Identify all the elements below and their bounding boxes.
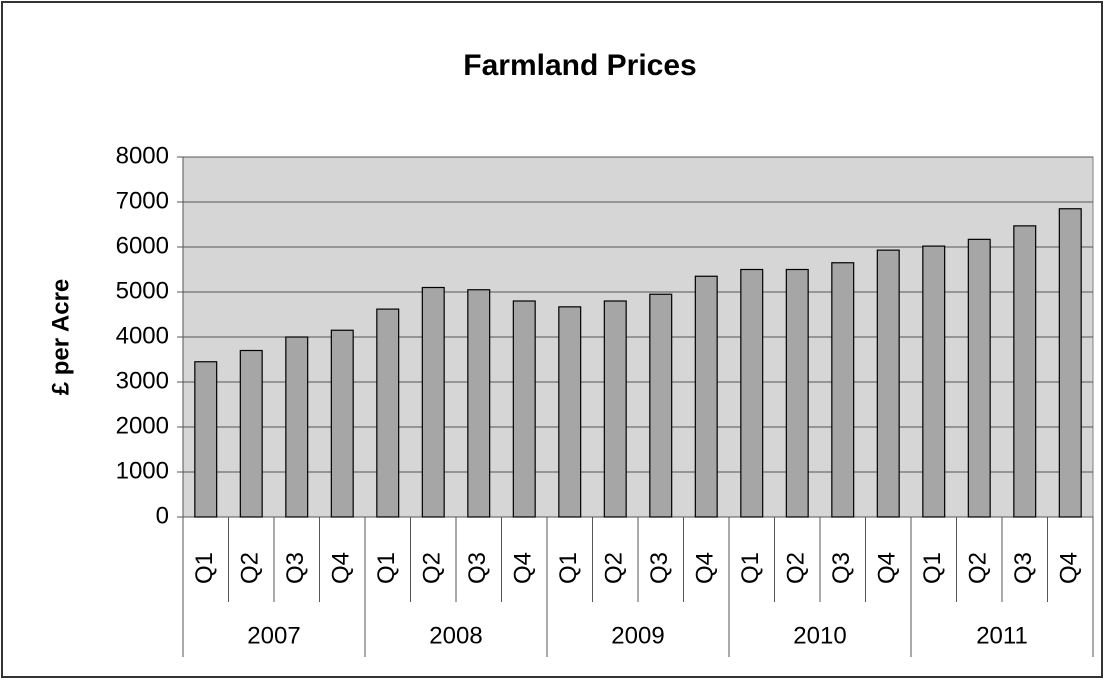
x-tick-label: Q3 [1010, 552, 1037, 584]
x-tick-label: Q2 [965, 552, 992, 584]
y-tick-label: 2000 [116, 412, 169, 439]
group-label: 2010 [793, 622, 846, 649]
bar [512, 300, 536, 518]
bar [967, 238, 991, 518]
y-tick-label: 0 [156, 502, 169, 529]
bar [467, 289, 491, 518]
x-tick-label: Q4 [328, 552, 355, 584]
bar [694, 275, 718, 518]
group-label: 2011 [976, 622, 1028, 649]
y-axis-label: £ per Acre [47, 279, 74, 396]
y-tick-label: 3000 [116, 367, 169, 394]
y-tick-label: 7000 [116, 187, 169, 214]
x-tick-label: Q3 [646, 552, 673, 584]
y-tick-label: 4000 [116, 322, 169, 349]
bar [1058, 208, 1082, 518]
x-tick-label: Q2 [419, 552, 446, 584]
group-label: 2008 [429, 622, 482, 649]
bar [194, 361, 218, 518]
x-tick-label: Q3 [464, 552, 491, 584]
x-tick-label: Q4 [692, 552, 719, 584]
bar [1013, 225, 1037, 518]
x-tick-label: Q4 [874, 552, 901, 584]
y-tick-label: 6000 [116, 232, 169, 259]
x-tick-label: Q1 [737, 552, 764, 584]
x-tick-label: Q4 [510, 552, 537, 584]
bar [831, 262, 855, 518]
bar [239, 349, 263, 518]
x-tick-label: Q2 [237, 552, 264, 584]
bar [558, 306, 582, 518]
x-tick-label: Q1 [555, 552, 582, 584]
x-tick-label: Q1 [919, 552, 946, 584]
x-tick-label: Q4 [1056, 552, 1083, 584]
y-tick-label: 5000 [116, 277, 169, 304]
bar [376, 308, 400, 518]
bar [330, 329, 354, 518]
group-label: 2009 [611, 622, 664, 649]
bar [876, 249, 900, 518]
x-tick-label: Q3 [282, 552, 309, 584]
bar [285, 336, 309, 518]
x-tick-label: Q3 [828, 552, 855, 584]
bar [785, 268, 809, 518]
x-tick-label: Q1 [373, 552, 400, 584]
chart-title: Farmland Prices [463, 49, 696, 82]
bar [603, 300, 627, 518]
bar [922, 245, 946, 518]
bar [649, 293, 673, 518]
bar [421, 286, 445, 518]
x-tick-label: Q2 [783, 552, 810, 584]
y-tick-label: 8000 [116, 142, 169, 169]
bar [740, 268, 764, 518]
group-label: 2007 [247, 622, 300, 649]
y-tick-label: 1000 [116, 457, 169, 484]
x-tick-label: Q1 [191, 552, 218, 584]
x-tick-label: Q2 [601, 552, 628, 584]
